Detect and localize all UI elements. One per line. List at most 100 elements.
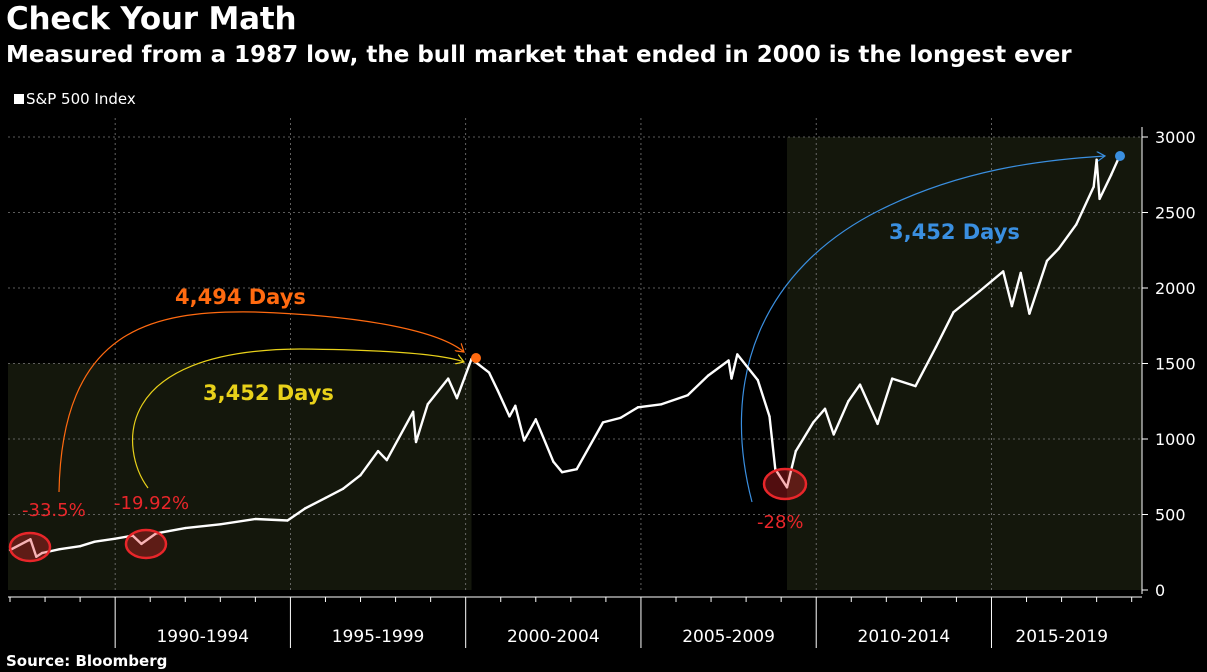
x-tick-label-2: 2000-2004 xyxy=(507,627,600,647)
source-note: Source: Bloomberg xyxy=(6,652,168,670)
data-point xyxy=(1028,312,1031,315)
data-point xyxy=(952,310,955,314)
data-point xyxy=(58,548,61,551)
data-point xyxy=(140,542,143,546)
x-axis-ticks: 1990-1994 1995-1999 2000-2004 2005-2009 2010… xyxy=(156,627,1108,647)
data-point xyxy=(414,440,418,444)
data-point xyxy=(359,474,362,477)
y-axis-ticks: 0 500 1000 1500 2000 2500 3000 xyxy=(1142,128,1196,600)
data-point xyxy=(552,460,555,463)
blue-days-label: 3,452 Days xyxy=(889,220,1020,244)
data-point xyxy=(446,377,450,380)
data-point xyxy=(1045,259,1049,263)
data-point xyxy=(35,555,38,558)
data-point xyxy=(1095,158,1098,161)
data-point xyxy=(1092,185,1095,189)
data-point xyxy=(934,345,938,349)
data-point xyxy=(560,471,564,474)
data-point xyxy=(768,415,771,418)
y-tick-label-2000: 2000 xyxy=(1155,279,1196,298)
data-point xyxy=(1098,197,1101,201)
data-point xyxy=(254,517,257,521)
data-point xyxy=(847,400,850,403)
data-point xyxy=(686,394,689,397)
data-point xyxy=(890,377,894,380)
data-point xyxy=(823,407,827,410)
data-point xyxy=(487,371,491,374)
highlight-1990 xyxy=(124,528,168,560)
y-tick-label-3000: 3000 xyxy=(1155,128,1196,147)
data-point xyxy=(812,421,815,424)
data-point xyxy=(1019,271,1022,275)
data-point xyxy=(858,383,862,386)
data-point xyxy=(794,449,797,453)
data-point xyxy=(455,397,459,400)
data-point xyxy=(706,374,710,377)
annotation-markers xyxy=(8,151,1125,563)
data-point xyxy=(736,353,739,356)
data-point xyxy=(785,486,789,489)
data-point xyxy=(1057,247,1060,250)
shade-period-1 xyxy=(8,363,472,590)
drop-1987-label: -33.5% xyxy=(22,500,86,521)
annotation-labels: 4,494 Days 3,452 Days 3,452 Days -33.5% … xyxy=(22,220,1020,533)
x-tick-label-3: 2005-2009 xyxy=(682,627,775,647)
data-point xyxy=(40,551,44,555)
data-point xyxy=(914,384,917,388)
legend-swatch xyxy=(14,94,24,104)
peak-2018-dot xyxy=(1115,151,1125,161)
annotation-arrows xyxy=(58,156,1105,503)
chart-title: Check Your Math xyxy=(6,1,297,37)
peak-2000-dot xyxy=(471,353,481,363)
data-point xyxy=(601,421,605,424)
data-point xyxy=(426,403,429,406)
data-point xyxy=(385,458,389,462)
yellow-days-label: 3,452 Days xyxy=(203,381,334,405)
axes xyxy=(8,127,1143,648)
gridlines xyxy=(8,118,1142,590)
data-point xyxy=(286,519,289,522)
data-point xyxy=(184,526,187,530)
data-point xyxy=(508,415,511,418)
data-point xyxy=(93,540,96,543)
data-point xyxy=(78,545,82,548)
x-tick-label-4: 2010-2014 xyxy=(858,627,951,647)
data-point xyxy=(514,404,517,407)
data-point xyxy=(876,422,879,426)
y-tick-label-2500: 2500 xyxy=(1155,204,1196,223)
legend-label: S&P 500 Index xyxy=(26,90,136,108)
orange-arrow xyxy=(58,311,464,493)
data-point xyxy=(756,378,759,382)
data-point xyxy=(636,406,640,409)
data-point xyxy=(727,359,730,362)
data-point xyxy=(619,416,622,420)
highlight-1987 xyxy=(8,531,52,563)
x-tick-label-1: 1995-1999 xyxy=(332,627,425,647)
data-point xyxy=(660,403,663,406)
data-point xyxy=(730,377,733,380)
data-point xyxy=(411,410,415,414)
blue-arrow xyxy=(740,156,1105,503)
x-tick-label-5: 2015-2019 xyxy=(1015,627,1108,647)
data-point xyxy=(341,487,345,491)
data-point xyxy=(303,507,307,510)
data-point xyxy=(1010,304,1014,308)
data-point xyxy=(496,389,500,392)
y-tick-label-0: 0 xyxy=(1155,581,1165,600)
data-point xyxy=(1074,223,1078,226)
data-point xyxy=(219,523,222,526)
data-point xyxy=(575,468,578,471)
data-point xyxy=(978,289,981,293)
series-line xyxy=(8,153,1122,558)
data-point xyxy=(832,433,835,436)
chart-subtitle: Measured from a 1987 low, the bull marke… xyxy=(6,42,1072,68)
data-point xyxy=(113,537,117,540)
orange-days-label: 4,494 Days xyxy=(175,285,306,309)
drop-2009-label: -28% xyxy=(757,512,804,533)
data-point xyxy=(1001,270,1005,273)
y-tick-label-1500: 1500 xyxy=(1155,355,1196,374)
highlight-2009 xyxy=(762,467,808,501)
data-point xyxy=(1110,173,1113,176)
data-point xyxy=(534,418,537,421)
